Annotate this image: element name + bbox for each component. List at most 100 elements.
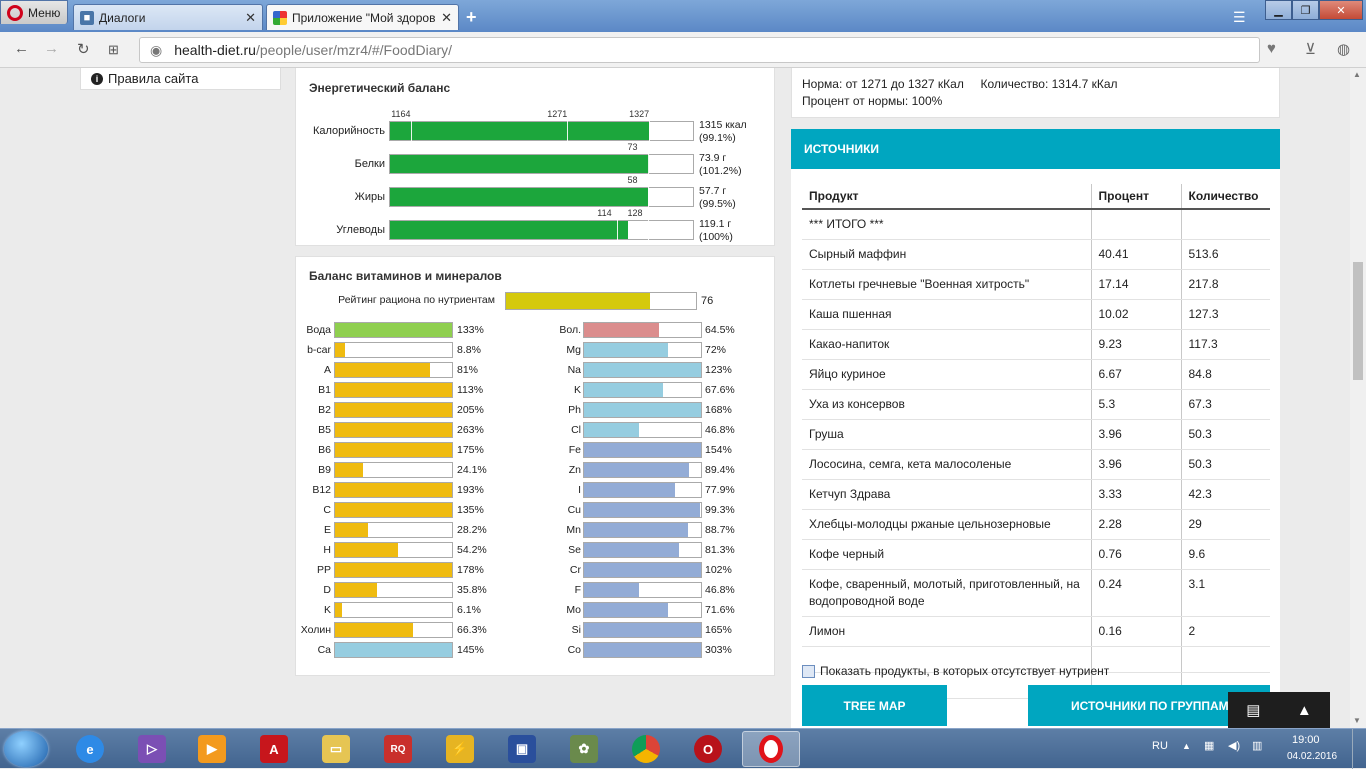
sources-table-row[interactable]: Груша 3.96 50.3 [802, 419, 1270, 450]
minimize-button[interactable]: ▁ [1265, 0, 1292, 20]
scrollbar-thumb[interactable] [1353, 262, 1363, 380]
chat-widget[interactable]: ▤ ▲ [1228, 692, 1330, 728]
reload-icon[interactable]: ↻ [77, 41, 90, 58]
maximize-button[interactable]: ❐ [1292, 0, 1319, 20]
address-input[interactable]: ◉ health-diet.ru/people/user/mzr4/#/Food… [139, 37, 1260, 63]
norm-percent: Процент от нормы: 100% [802, 94, 943, 108]
sources-table-row[interactable]: *** ИТОГО *** [802, 209, 1270, 240]
nutrient-value: 46.8% [705, 424, 735, 436]
opera-menu-button[interactable]: Меню [0, 0, 68, 24]
sources-table-row[interactable]: Яйцо куриное 6.67 84.8 [802, 359, 1270, 390]
taskbar-app-save[interactable]: ▣ [496, 731, 548, 767]
column-header-amount[interactable]: Количество [1180, 184, 1270, 210]
tree-map-button[interactable]: TREE MAP [802, 685, 947, 726]
nutrient-bar [334, 482, 453, 498]
energy-value: 57.7 г (99.5%) [699, 185, 736, 211]
back-icon[interactable]: ← [14, 40, 29, 57]
sources-table-row[interactable] [802, 646, 1270, 673]
energy-norm-marker [617, 219, 619, 241]
taskbar-chrome[interactable] [620, 731, 672, 767]
nutrient-bar-fill [335, 383, 452, 397]
taskbar-explorer[interactable]: ▭ [310, 731, 362, 767]
column-header-percent[interactable]: Процент [1090, 184, 1181, 210]
clock-date[interactable]: 04.02.2016 [1287, 751, 1338, 762]
site-info-icon[interactable]: ◉ [150, 41, 163, 58]
sources-table-row[interactable]: Кетчуп Здрава 3.33 42.3 [802, 479, 1270, 510]
nutrient-value: 165% [705, 624, 732, 636]
sources-table-row[interactable]: Кофе черный 0.76 9.6 [802, 539, 1270, 570]
nutrient-bar [583, 602, 702, 618]
sources-table-row[interactable]: Сырный маффин 40.41 513.6 [802, 239, 1270, 270]
bell-icon[interactable]: ▲ [1296, 701, 1312, 719]
sources-table-row[interactable]: Уха из консервов 5.3 67.3 [802, 389, 1270, 420]
amount-cell: 67.3 [1180, 389, 1270, 420]
checkbox-box[interactable] [802, 664, 815, 678]
taskbar-ie[interactable]: e [64, 731, 116, 767]
nutrient-value: 154% [705, 444, 732, 456]
nutrient-bar [583, 542, 702, 558]
tab-menu-icon[interactable]: ☰ [1233, 9, 1246, 25]
sources-table-row[interactable]: Кофе, сваренный, молотый, приготовленный… [802, 569, 1270, 617]
taskbar-vs[interactable]: ▷ [126, 731, 178, 767]
action-center-icon[interactable]: ▥ [1252, 740, 1263, 752]
taskbar-app-rq[interactable]: RQ [372, 731, 424, 767]
nutrient-label: Mo [566, 604, 581, 616]
media-player-icon: ▶ [198, 735, 226, 763]
column-header-product[interactable]: Продукт [802, 184, 1091, 210]
sources-table-row[interactable]: Котлеты гречневые "Военная хитрость" 17.1… [802, 269, 1270, 300]
scroll-up-icon[interactable]: ▲ [1353, 70, 1361, 79]
scroll-down-icon[interactable]: ▼ [1353, 716, 1361, 725]
nutrient-bar-fill [584, 583, 639, 597]
site-rules-link[interactable]: i Правила сайта [80, 68, 281, 90]
energy-bar: 1164 1271 1327 [389, 109, 694, 142]
taskbar-opera-active[interactable] [742, 731, 800, 767]
nutrient-bar [334, 382, 453, 398]
taskbar-media[interactable]: ▶ [186, 731, 238, 767]
close-tab-icon[interactable]: ✕ [441, 9, 452, 25]
sources-table-row[interactable]: Каша пшенная 10.02 127.3 [802, 299, 1270, 330]
nutrient-value: 81.3% [705, 544, 735, 556]
visual-studio-icon: ▷ [138, 735, 166, 763]
energy-norm-marker [411, 120, 413, 142]
energy-balance-panel: Энергетический баланс Калорийность 1164 12… [295, 68, 775, 246]
start-button[interactable] [4, 731, 48, 767]
sources-header: ИСТОЧНИКИ [791, 129, 1280, 169]
new-tab-button[interactable]: + [466, 7, 477, 27]
network-icon[interactable]: ▦ [1204, 740, 1215, 752]
taskbar-app-bolt[interactable]: ⚡ [434, 731, 486, 767]
sources-table-row[interactable]: Лимон 0.16 2 [802, 616, 1270, 647]
account-icon[interactable]: ◍ [1337, 41, 1351, 58]
close-window-button[interactable]: ✕ [1319, 0, 1363, 20]
close-tab-icon[interactable]: ✕ [245, 9, 256, 25]
nutrient-bar-fill [335, 643, 452, 657]
sources-table-row[interactable]: Лососина, семга, кета малосоленые 3.96 50.… [802, 449, 1270, 480]
url-host: health-diet.ru [174, 42, 256, 58]
clock-time[interactable]: 19:00 [1292, 734, 1320, 746]
forward-icon[interactable]: → [44, 40, 59, 57]
energy-bar-fill [390, 155, 650, 173]
nutrient-bar-fill [584, 443, 701, 457]
product-cell: Котлеты гречневые "Военная хитрость" [802, 269, 1091, 300]
taskbar-app-tools[interactable]: ✿ [558, 731, 610, 767]
page-scrollbar[interactable]: ▲ ▼ [1350, 68, 1366, 728]
bookmark-heart-icon[interactable]: ♥ [1267, 40, 1276, 57]
percent-cell: 3.33 [1090, 479, 1181, 510]
volume-icon[interactable]: ◀) [1228, 740, 1241, 752]
tray-expand-icon[interactable]: ▲ [1182, 741, 1191, 751]
show-desktop-button[interactable] [1352, 729, 1366, 769]
chat-icon[interactable]: ▤ [1246, 702, 1261, 719]
download-icon[interactable]: ⊻ [1305, 41, 1316, 58]
language-indicator[interactable]: RU [1152, 740, 1168, 752]
tab-health-diet[interactable]: Приложение "Мой здоровый ✕ [266, 4, 459, 30]
sources-table-row[interactable]: Какао-напиток 9.23 117.3 [802, 329, 1270, 360]
opera-icon [759, 735, 783, 763]
nutrient-label: H [323, 544, 331, 556]
show-missing-checkbox[interactable]: Показать продукты, в которых отсутствует… [802, 664, 1109, 678]
sources-table-row[interactable]: Хлебцы-молодцы ржаные цельнозерновые 2.28… [802, 509, 1270, 540]
tab-dialogs[interactable]: ■ Диалоги ✕ [73, 4, 263, 30]
percent-cell: 9.23 [1090, 329, 1181, 360]
taskbar-opera-alt[interactable]: O [682, 731, 734, 767]
taskbar-acrobat[interactable]: A [248, 731, 300, 767]
nutrient-value: 81% [457, 364, 479, 376]
speed-dial-icon[interactable]: ⊞ [108, 42, 119, 57]
